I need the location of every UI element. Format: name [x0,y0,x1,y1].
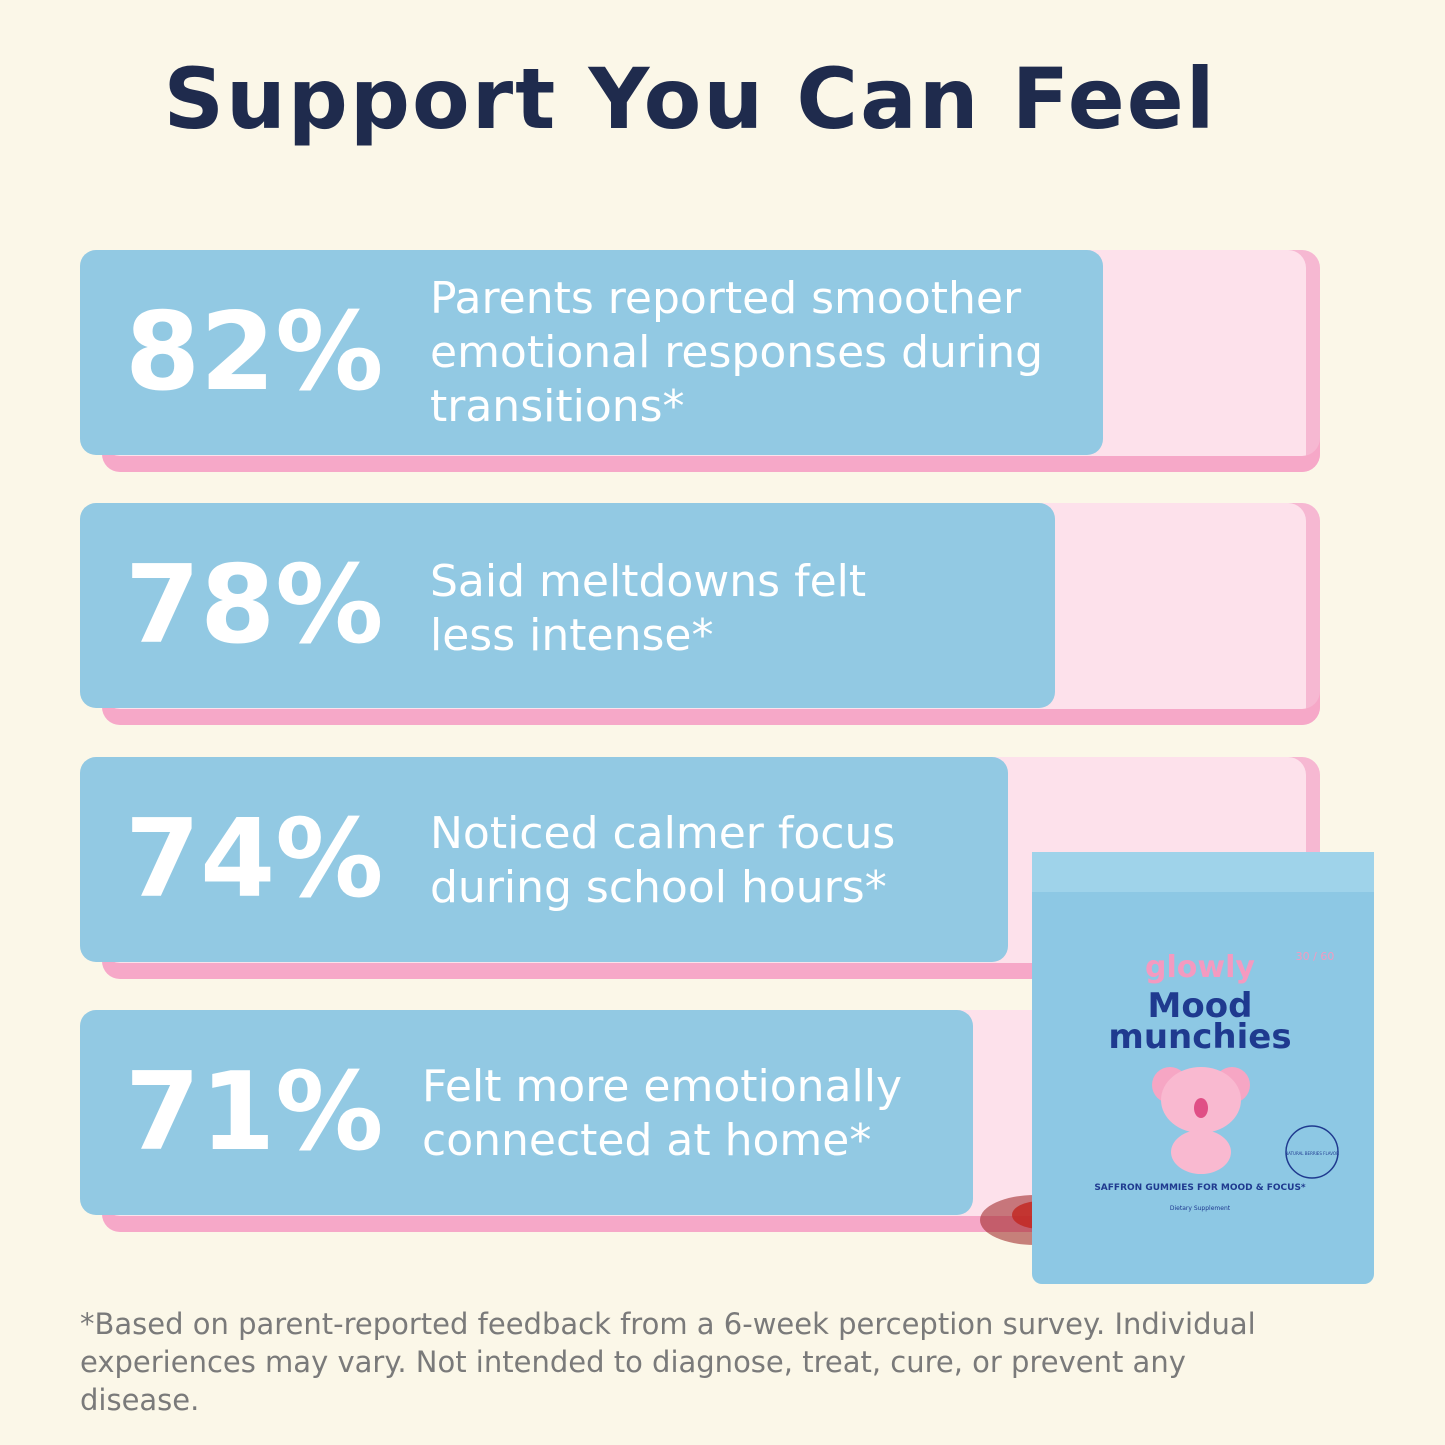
product-image: glowly 30 / 60 Mood munchies SAFFRON GUM… [980,852,1374,1284]
stat-row: 78% Said meltdowns felt less intense* [80,503,1320,725]
count: 30 / 60 [1296,950,1335,963]
stat-bar [80,503,1055,708]
flavor: NATURAL BERRIES FLAVOR [1285,1151,1339,1156]
claim: SAFFRON GUMMIES FOR MOOD & FOCUS* [1094,1183,1306,1193]
stat-bar [80,1010,973,1215]
brand: glowly [1145,950,1255,985]
stat-text: Felt more emotionally connected at home* [422,1061,902,1166]
footnote: *Based on parent-reported feedback from … [80,1307,1256,1417]
stat-percent: 78% [125,543,384,668]
stat-bar [80,250,1103,455]
flavor-badge [1285,1125,1339,1179]
product-name: Mood [1148,986,1253,1026]
stat-percent: 71% [125,1050,384,1175]
stat-text: Noticed calmer focus during school hours… [430,808,896,913]
stat-percent: 82% [125,290,384,415]
stat-text: Parents reported smoother emotional resp… [430,273,1044,432]
stat-bar [80,757,1008,962]
pouch-top [1032,852,1374,892]
stat-row: 82% Parents reported smoother emotional … [80,250,1320,472]
supplement-type: Dietary Supplement [1170,1205,1231,1212]
stat-text: Said meltdowns felt less intense* [430,556,867,661]
stat-percent: 74% [125,797,384,922]
title: Support You Can Feel [163,50,1217,148]
koala [1152,1067,1250,1174]
product-name: munchies [1108,1017,1291,1057]
